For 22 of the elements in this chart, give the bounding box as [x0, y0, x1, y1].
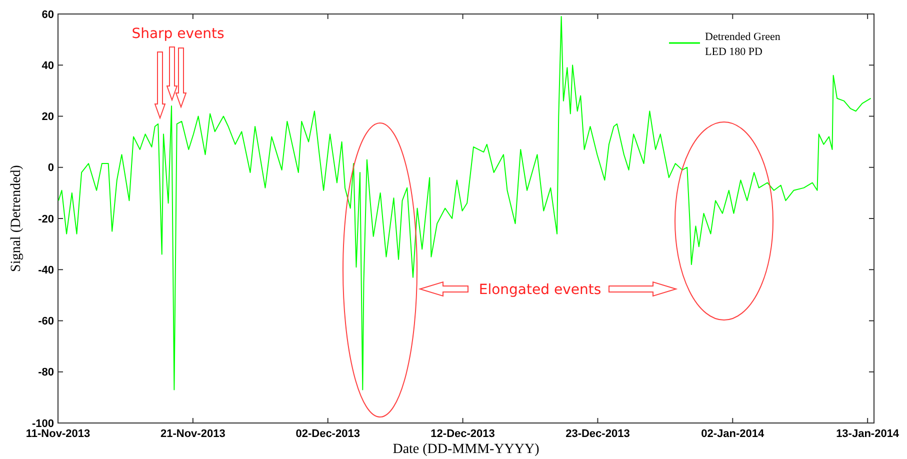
x-tick-label: 13-Jan-2014: [836, 428, 900, 440]
y-tick-label: 0: [48, 162, 54, 174]
x-axis-title: Date (DD-MMM-YYYY): [392, 442, 540, 457]
y-tick-label: 40: [42, 60, 54, 72]
line-series: [58, 16, 872, 390]
y-axis-title: Signal (Detrended): [9, 164, 24, 272]
y-tick-label: -60: [38, 316, 54, 328]
x-tick-label: 11-Nov-2013: [26, 428, 90, 440]
y-tick-label: -80: [38, 366, 54, 379]
y-tick-label: -20: [38, 213, 54, 226]
annotation: Elongated events: [478, 282, 602, 298]
annotation: Sharp events: [132, 26, 224, 42]
x-tick-label: 02-Jan-2014: [701, 428, 766, 440]
y-tick-label: 20: [42, 111, 54, 124]
y-tick-label: 60: [42, 8, 54, 21]
legend-label: Detrended Green LED 180 PD: [705, 31, 781, 58]
y-tick-label: -100: [32, 418, 54, 430]
x-tick-label: 21-Nov-2013: [160, 428, 226, 440]
y-tick-label: -40: [38, 264, 54, 276]
x-tick-label: 23-Dec-2013: [566, 428, 630, 440]
x-tick-label: 12-Dec-2013: [430, 428, 495, 440]
x-tick-label: 02-Dec-2013: [296, 428, 360, 440]
